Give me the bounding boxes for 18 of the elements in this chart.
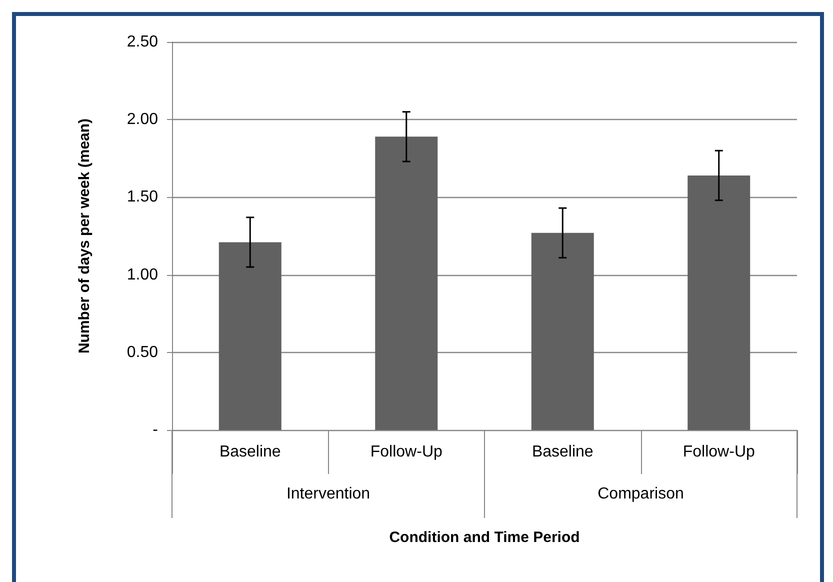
bar xyxy=(218,242,282,430)
x-tick-label: Baseline xyxy=(532,444,594,460)
bar xyxy=(375,136,438,430)
text: Comparison xyxy=(598,486,684,502)
x-axis-title: Condition and Time Period xyxy=(389,529,580,546)
y-tick-label: - xyxy=(152,422,158,438)
text: Intervention xyxy=(286,486,370,502)
y-tick-label: 1.50 xyxy=(126,188,158,206)
bar xyxy=(688,175,750,430)
y-tick-label: 2.50 xyxy=(126,34,158,50)
bar xyxy=(531,232,594,430)
y-axis-title: Number of days per week (mean) xyxy=(76,118,93,354)
y-tick-label: 0.50 xyxy=(126,344,158,361)
x-tick-label: Baseline xyxy=(219,444,281,460)
y-tick-label: 2.00 xyxy=(126,111,158,128)
x-tick-label: Follow-Up xyxy=(682,444,755,460)
y-tick-label: 1.00 xyxy=(126,266,158,284)
x-tick-label: Follow-Up xyxy=(370,444,442,460)
